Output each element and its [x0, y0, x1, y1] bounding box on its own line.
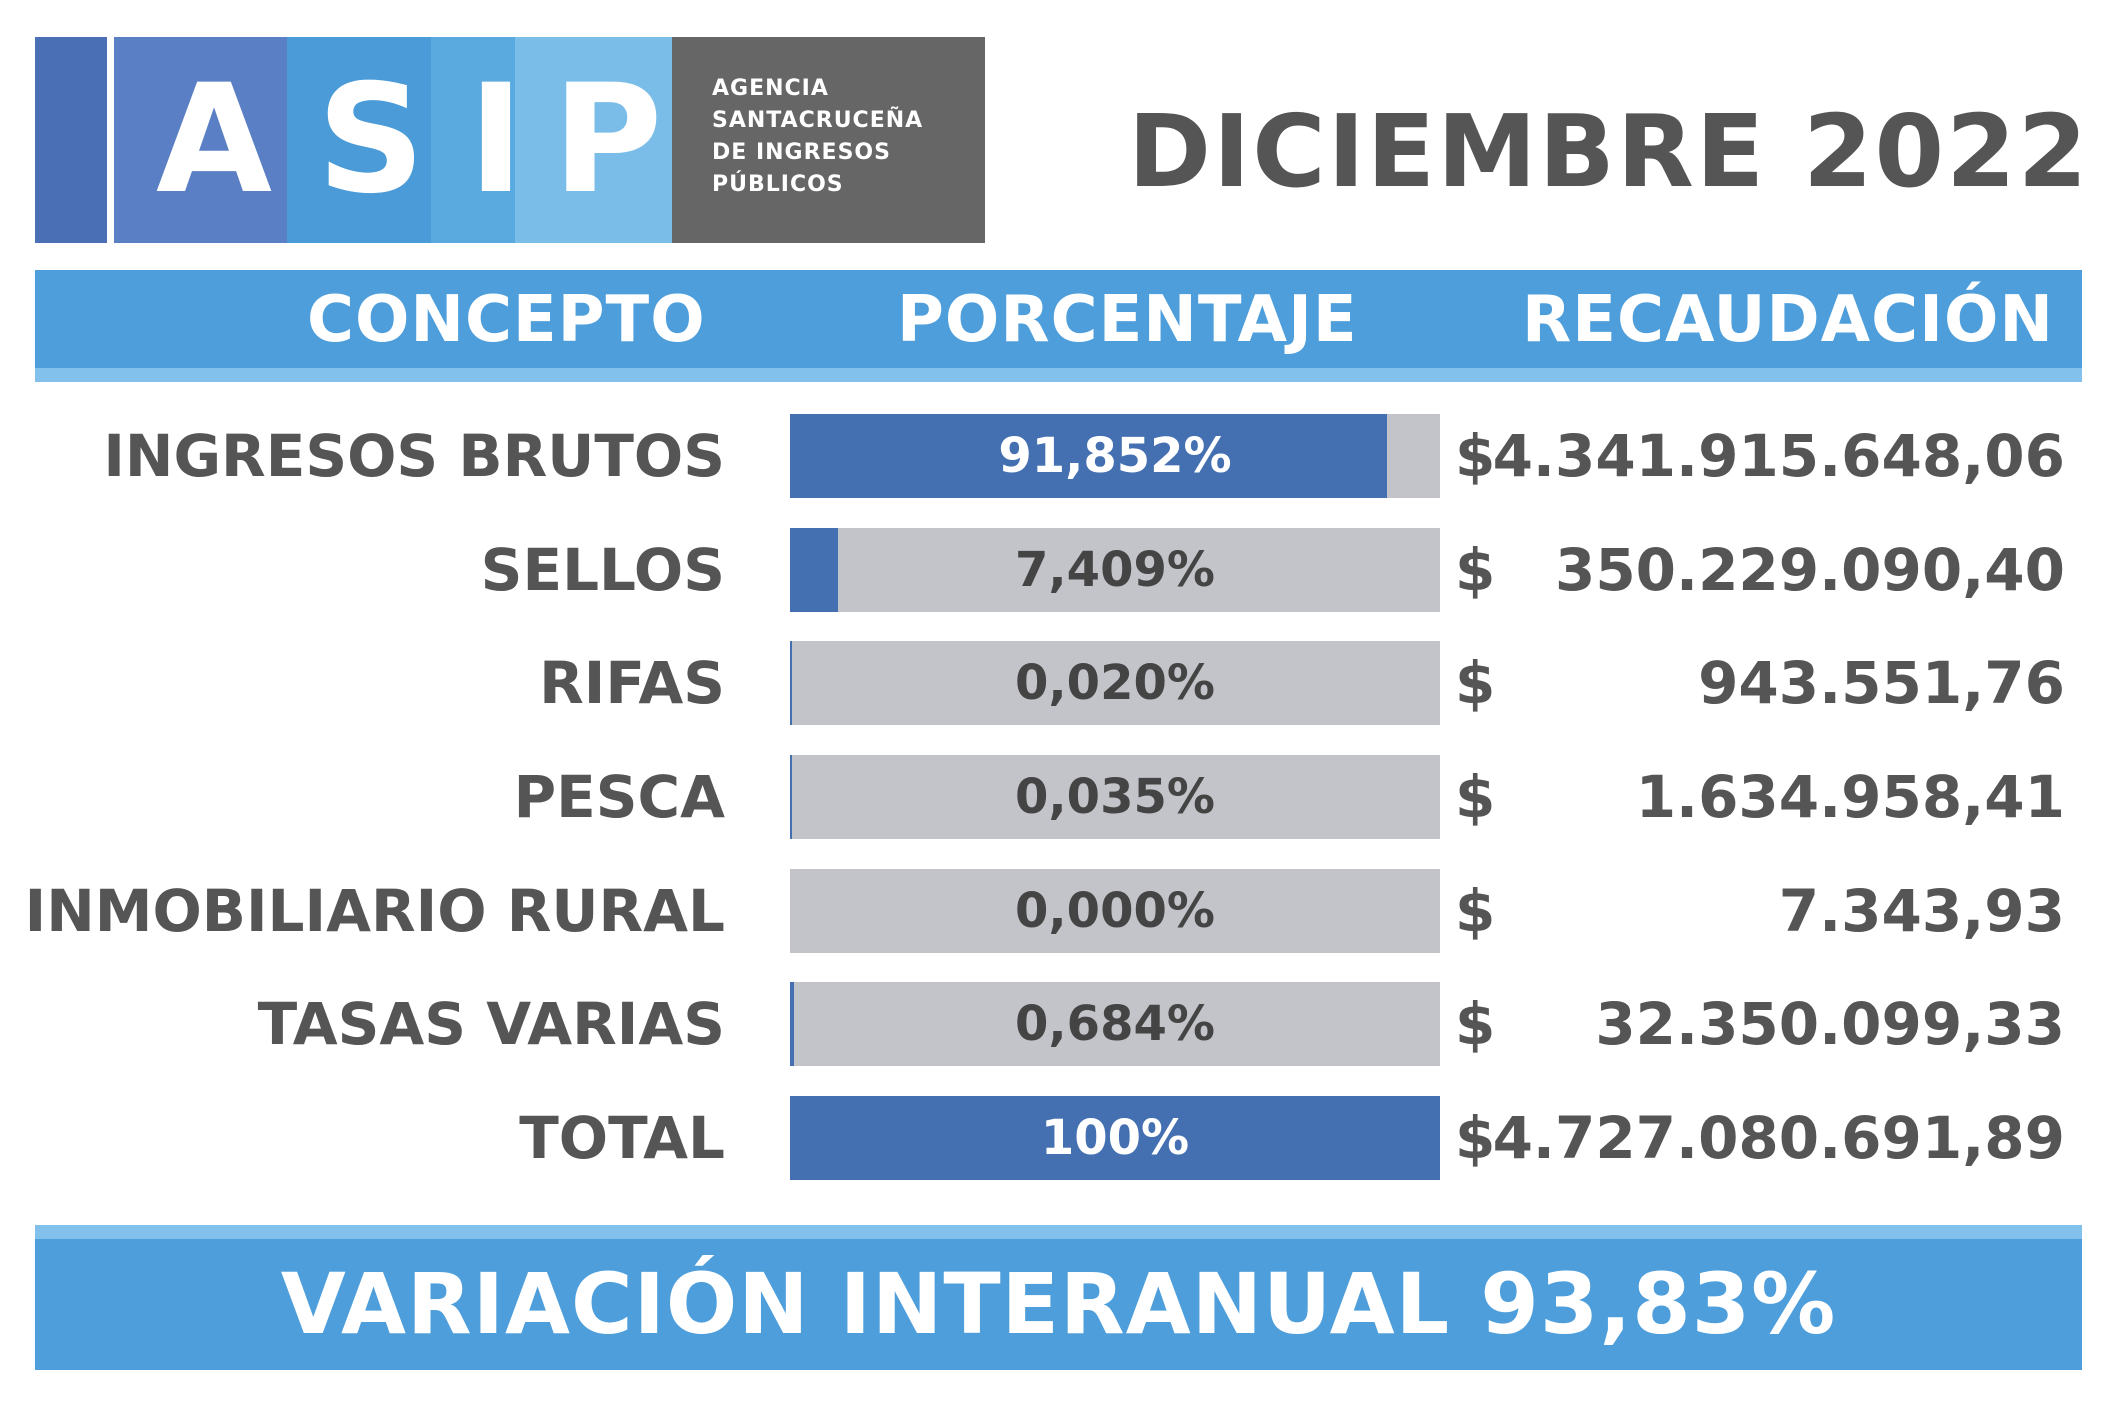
row-recaudacion: 350.229.090,40: [1554, 536, 2065, 604]
currency-symbol: $: [1455, 877, 1496, 945]
logo-block: [35, 37, 107, 243]
table-row: SELLOS 7,409% $ 350.229.090,40: [0, 528, 2117, 612]
table-row: INGRESOS BRUTOS 91,852% $ 4.341.915.648,…: [0, 414, 2117, 498]
currency-symbol: $: [1455, 763, 1496, 831]
agency-line: AGENCIA: [712, 76, 829, 101]
percentage-bar-fill: [790, 414, 1388, 498]
footer-banner: VARIACIÓN INTERANUAL 93,83%: [35, 1225, 2082, 1370]
percentage-bar: 0,000%: [790, 869, 1440, 953]
logo-letter-p: P: [515, 37, 700, 243]
currency-symbol: $: [1455, 1104, 1496, 1172]
footer-stripe: [35, 1225, 2082, 1239]
row-concepto: INMOBILIARIO RURAL: [24, 877, 725, 945]
row-concepto: SELLOS: [480, 536, 725, 604]
agency-line: SANTACRUCEÑA: [712, 108, 924, 133]
table-header: CONCEPTO PORCENTAJE RECAUDACIÓN: [35, 270, 2082, 382]
percentage-bar: 0,020%: [790, 641, 1440, 725]
percentage-bar: 0,035%: [790, 755, 1440, 839]
asip-logo: A S I P AGENCIA SANTACRUCEÑA DE INGRESOS…: [35, 37, 985, 243]
percentage-bar-fill: [790, 982, 795, 1066]
agency-line: PÚBLICOS: [712, 172, 844, 197]
row-porcentaje: 7,409%: [1015, 542, 1215, 598]
year-over-year-variation: VARIACIÓN INTERANUAL 93,83%: [280, 1255, 1837, 1353]
currency-symbol: $: [1455, 990, 1496, 1058]
row-porcentaje: 0,020%: [1015, 655, 1215, 711]
row-recaudacion: 4.727.080.691,89: [1492, 1104, 2065, 1172]
table-row: RIFAS 0,020% $ 943.551,76: [0, 641, 2117, 725]
currency-symbol: $: [1455, 649, 1496, 717]
agency-name: AGENCIA SANTACRUCEÑA DE INGRESOS PÚBLICO…: [672, 37, 985, 243]
row-porcentaje: 0,035%: [1015, 769, 1215, 825]
currency-symbol: $: [1455, 536, 1496, 604]
percentage-bar-fill: [790, 1096, 1440, 1180]
row-recaudacion: 1.634.958,41: [1635, 763, 2065, 831]
percentage-bar: 91,852%: [790, 414, 1440, 498]
row-recaudacion: 7.343,93: [1778, 877, 2065, 945]
logo-letter-s: S: [287, 37, 455, 243]
row-recaudacion: 943.551,76: [1698, 649, 2065, 717]
column-header-porcentaje: PORCENTAJE: [897, 283, 1358, 357]
logo-letter-a: A: [114, 37, 314, 243]
row-concepto: PESCA: [513, 763, 725, 831]
row-concepto: RIFAS: [539, 649, 725, 717]
row-recaudacion: 4.341.915.648,06: [1492, 422, 2065, 490]
percentage-bar-fill: [790, 755, 792, 839]
column-header-recaudacion: RECAUDACIÓN: [1522, 283, 2054, 357]
table-row: TASAS VARIAS 0,684% $ 32.350.099,33: [0, 982, 2117, 1066]
row-concepto: TASAS VARIAS: [257, 990, 725, 1058]
percentage-bar: 7,409%: [790, 528, 1440, 612]
column-header-concepto: CONCEPTO: [307, 283, 706, 357]
header-stripe: [35, 368, 2082, 382]
percentage-bar-fill: [790, 528, 839, 612]
row-concepto: TOTAL: [519, 1104, 725, 1172]
page-title: DICIEMBRE 2022: [1128, 93, 2090, 210]
row-porcentaje: 0,684%: [1015, 996, 1215, 1052]
agency-line: DE INGRESOS: [712, 140, 891, 165]
row-porcentaje: 100%: [1040, 1110, 1190, 1166]
table-row: INMOBILIARIO RURAL 0,000% $ 7.343,93: [0, 869, 2117, 953]
percentage-bar: 100%: [790, 1096, 1440, 1180]
currency-symbol: $: [1455, 422, 1496, 490]
percentage-bar-fill: [790, 641, 792, 725]
row-porcentaje: 91,852%: [998, 428, 1232, 484]
row-recaudacion: 32.350.099,33: [1595, 990, 2065, 1058]
row-concepto: INGRESOS BRUTOS: [103, 422, 725, 490]
table-row-total: TOTAL 100% $ 4.727.080.691,89: [0, 1096, 2117, 1180]
row-porcentaje: 0,000%: [1015, 883, 1215, 939]
percentage-bar: 0,684%: [790, 982, 1440, 1066]
table-row: PESCA 0,035% $ 1.634.958,41: [0, 755, 2117, 839]
